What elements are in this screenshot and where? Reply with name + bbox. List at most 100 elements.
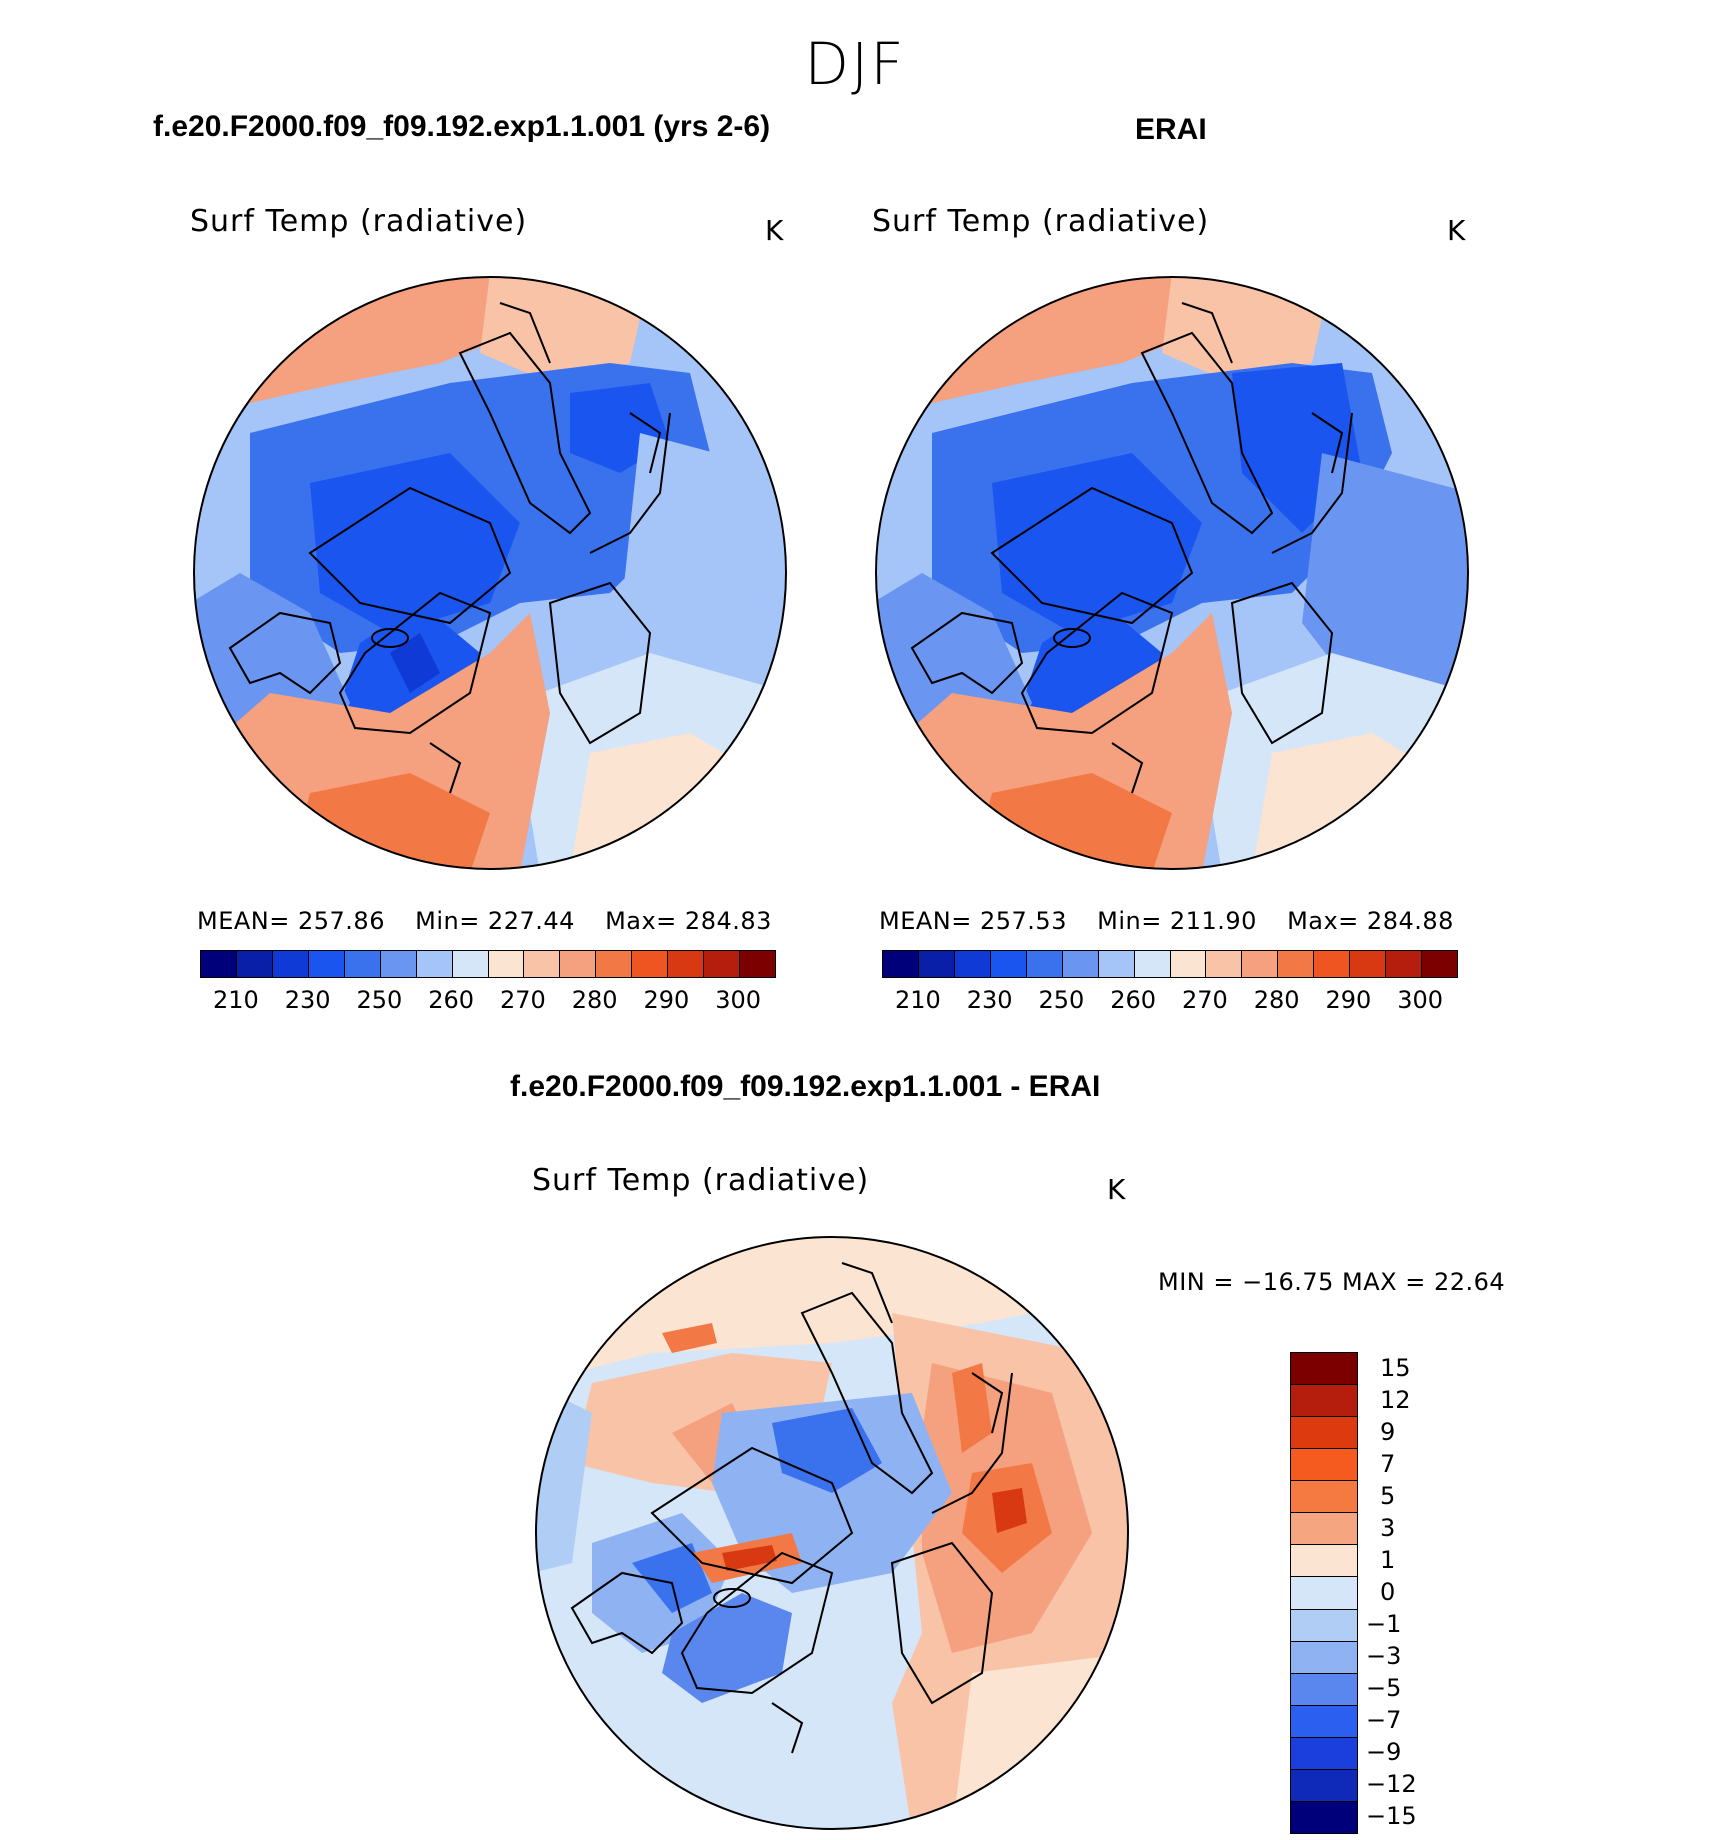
diff-colorbar-swatch [1291, 1513, 1357, 1546]
diff-polar-map [535, 1236, 1129, 1830]
obs-stats: MEAN= 257.53 Min= 211.90 Max= 284.88 [879, 907, 1454, 935]
obs-mean: MEAN= 257.53 [879, 907, 1067, 935]
model-case-title: f.e20.F2000.f09_f09.192.exp1.1.001 (yrs … [153, 110, 771, 143]
diff-colorbar-tick-label: 0 [1380, 1578, 1396, 1606]
model-colorbar-tick-label: 280 [571, 986, 618, 1014]
model-colorbar-tick-label: 250 [356, 986, 403, 1014]
obs-colorbar [882, 950, 1458, 978]
model-colorbar-swatch [740, 951, 775, 977]
diff-colorbar-tick-label: −5 [1366, 1674, 1402, 1702]
obs-colorbar-tick-label: 230 [966, 986, 1013, 1014]
obs-colorbar-swatch [1206, 951, 1243, 977]
obs-colorbar-swatch [1026, 951, 1063, 977]
model-unit: K [765, 214, 784, 247]
diff-colorbar-ticks: 15 12 9 7 5 3 1 0 −1 −3 −5 −7 −9 −12 −15 [1366, 1352, 1486, 1832]
diff-colorbar-swatch [1291, 1481, 1357, 1514]
diff-colorbar-swatch [1291, 1769, 1357, 1802]
diff-colorbar-swatch [1291, 1801, 1357, 1833]
diff-colorbar-tick-label: 5 [1380, 1482, 1396, 1510]
obs-colorbar-swatch [954, 951, 991, 977]
obs-colorbar-tick-label: 250 [1038, 986, 1085, 1014]
obs-polar-map [875, 276, 1469, 870]
model-colorbar [200, 950, 776, 978]
diff-colorbar-tick-label: 12 [1380, 1386, 1411, 1414]
obs-colorbar-swatch [1422, 951, 1457, 977]
obs-colorbar-swatch [918, 951, 955, 977]
obs-colorbar-swatch [1134, 951, 1171, 977]
obs-colorbar-swatch [1386, 951, 1423, 977]
obs-colorbar-swatch [1062, 951, 1099, 977]
obs-colorbar-tick-label: 210 [894, 986, 941, 1014]
diff-colorbar-tick-label: −12 [1366, 1770, 1417, 1798]
diff-colorbar-swatch [1291, 1449, 1357, 1482]
diff-colorbar-tick-label: 7 [1380, 1450, 1396, 1478]
model-colorbar-tick-label: 300 [715, 986, 762, 1014]
diff-colorbar-tick-label: 3 [1380, 1514, 1396, 1542]
model-stats: MEAN= 257.86 Min= 227.44 Max= 284.83 [197, 907, 772, 935]
diff-colorbar-swatch [1291, 1737, 1357, 1770]
obs-colorbar-swatch [883, 951, 919, 977]
obs-colorbar-tick-label: 300 [1397, 986, 1444, 1014]
diff-colorbar-tick-label: 9 [1380, 1418, 1396, 1446]
diff-colorbar-tick-label: −3 [1366, 1642, 1402, 1670]
model-max: Max= 284.83 [605, 907, 772, 935]
obs-colorbar-swatch [1170, 951, 1207, 977]
model-colorbar-tick-label: 290 [643, 986, 690, 1014]
model-colorbar-tick-label: 260 [428, 986, 475, 1014]
obs-colorbar-swatch [1242, 951, 1279, 977]
model-mean: MEAN= 257.86 [197, 907, 385, 935]
obs-colorbar-swatch [1278, 951, 1315, 977]
diff-unit: K [1107, 1173, 1126, 1206]
obs-max: Max= 284.88 [1287, 907, 1454, 935]
model-colorbar-ticks: 210 230 250 260 270 280 290 300 [200, 986, 774, 1018]
diff-colorbar-swatch [1291, 1705, 1357, 1738]
obs-colorbar-swatch [1350, 951, 1387, 977]
model-variable-title: Surf Temp (radiative) [190, 204, 528, 239]
obs-unit: K [1447, 214, 1466, 247]
season-title: DJF [804, 30, 906, 98]
model-colorbar-swatch [452, 951, 489, 977]
obs-colorbar-swatch [990, 951, 1027, 977]
model-min: Min= 227.44 [415, 907, 575, 935]
diff-colorbar-swatch [1291, 1545, 1357, 1578]
diff-colorbar-swatch [1291, 1577, 1357, 1610]
diff-colorbar-tick-label: 1 [1380, 1546, 1396, 1574]
model-colorbar-tick-label: 270 [499, 986, 546, 1014]
model-colorbar-swatch [560, 951, 597, 977]
model-colorbar-tick-label: 230 [284, 986, 331, 1014]
model-colorbar-swatch [380, 951, 417, 977]
diff-colorbar-swatch [1291, 1673, 1357, 1706]
model-colorbar-swatch [524, 951, 561, 977]
obs-colorbar-ticks: 210 230 250 260 270 280 290 300 [882, 986, 1456, 1018]
diff-colorbar-tick-label: −9 [1366, 1738, 1402, 1766]
diff-case-title: f.e20.F2000.f09_f09.192.exp1.1.001 - ERA… [510, 1070, 1101, 1103]
diff-colorbar-swatch [1291, 1417, 1357, 1450]
diff-variable-title: Surf Temp (radiative) [532, 1163, 870, 1198]
obs-colorbar-tick-label: 270 [1181, 986, 1228, 1014]
model-colorbar-swatch [272, 951, 309, 977]
model-colorbar-swatch [632, 951, 669, 977]
diff-colorbar-tick-label: −15 [1366, 1802, 1417, 1830]
diff-colorbar-swatch [1291, 1641, 1357, 1674]
diff-colorbar-tick-label: −1 [1366, 1610, 1402, 1638]
model-colorbar-swatch [488, 951, 525, 977]
obs-min: Min= 211.90 [1097, 907, 1257, 935]
diff-colorbar-swatch [1291, 1609, 1357, 1642]
obs-case-title: ERAI [1135, 113, 1207, 146]
diff-colorbar-tick-label: −7 [1366, 1706, 1402, 1734]
obs-colorbar-swatch [1314, 951, 1351, 977]
model-colorbar-swatch [704, 951, 741, 977]
model-colorbar-swatch [308, 951, 345, 977]
diff-colorbar-swatch [1291, 1353, 1357, 1386]
model-colorbar-swatch [236, 951, 273, 977]
diff-minmax: MIN = −16.75 MAX = 22.64 [1158, 1268, 1506, 1296]
model-colorbar-swatch [344, 951, 381, 977]
diff-colorbar-tick-label: 15 [1380, 1354, 1411, 1382]
obs-variable-title: Surf Temp (radiative) [872, 204, 1210, 239]
model-colorbar-swatch [596, 951, 633, 977]
model-colorbar-swatch [416, 951, 453, 977]
model-polar-map [193, 276, 787, 870]
obs-colorbar-tick-label: 290 [1325, 986, 1372, 1014]
obs-colorbar-tick-label: 280 [1253, 986, 1300, 1014]
model-colorbar-swatch [668, 951, 705, 977]
